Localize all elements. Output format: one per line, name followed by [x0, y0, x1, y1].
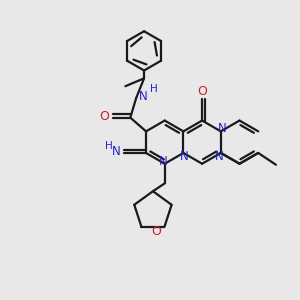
Text: N: N — [180, 150, 189, 164]
Text: O: O — [197, 85, 207, 98]
Text: N: N — [139, 89, 148, 103]
Text: O: O — [99, 110, 109, 123]
Text: O: O — [152, 225, 162, 238]
Text: N: N — [112, 146, 121, 158]
Text: N: N — [218, 122, 226, 135]
Text: H: H — [150, 84, 158, 94]
Text: H: H — [105, 141, 112, 151]
Text: N: N — [159, 155, 168, 168]
Text: N: N — [214, 150, 223, 164]
